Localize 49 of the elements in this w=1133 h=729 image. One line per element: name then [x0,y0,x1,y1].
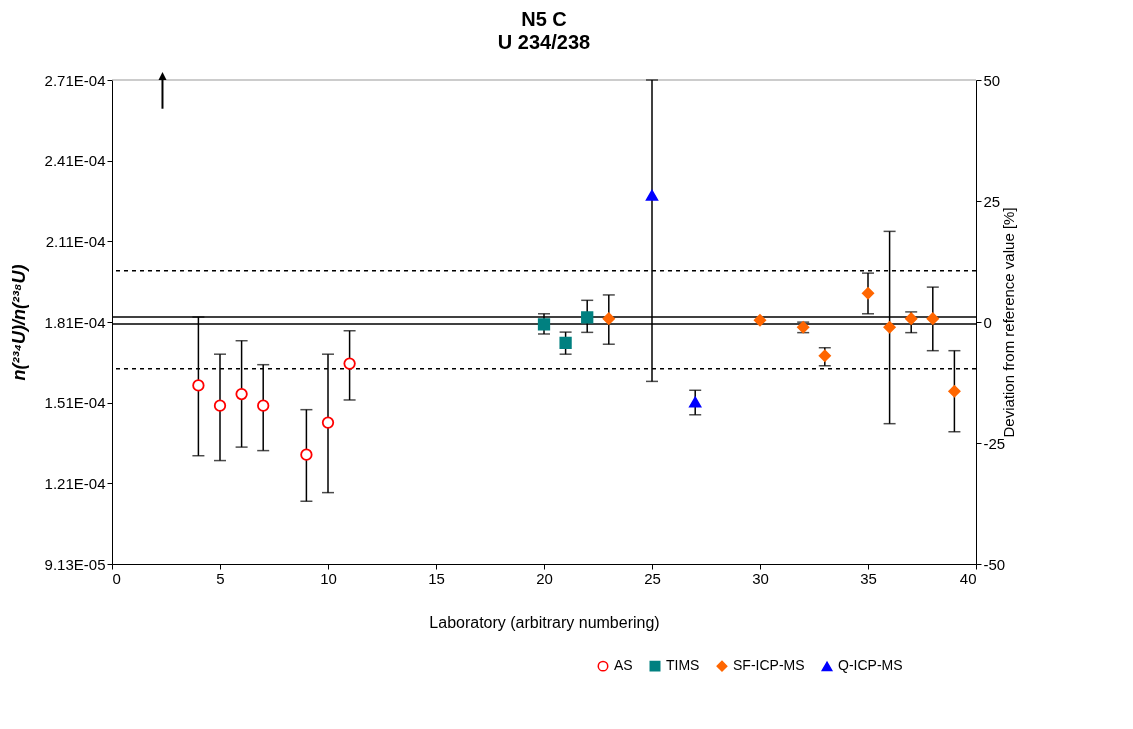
point [192,379,205,392]
point [235,387,248,401]
chart-subtitle: U 234/238 [497,31,591,53]
point [948,385,961,398]
y-tick-label: 9.13E-05 [44,555,106,573]
x-tick-label: 30 [752,569,769,587]
y2-tick-label: 50 [983,71,1001,89]
point [689,396,702,408]
x-tick-label: 15 [428,569,445,587]
point [926,312,939,325]
y2-axis-title: Deviation from reference value [%] [1000,207,1018,438]
x-tick-label: 40 [959,569,977,587]
point [213,399,227,412]
point [883,321,896,334]
y2-tick-label: -50 [983,555,1006,573]
legend-label: Q-ICP-MS [838,657,903,674]
y-axis-title: n(²³⁴U)/n(²³⁸U) [8,264,29,381]
point [537,318,551,331]
y-tick-label: 2.71E-04 [44,71,106,89]
y-tick-label: 1.51E-04 [44,394,106,412]
point [602,312,615,325]
point [905,312,918,325]
y-tick-label: 2.41E-04 [44,152,106,170]
x-tick-label: 5 [216,569,225,587]
point [343,357,356,370]
y2-tick-label: 25 [983,192,1001,210]
y-tick-label: 1.21E-04 [44,474,106,492]
x-axis-title: Laboratory (arbitrary numbering) [429,613,660,631]
legend-label: TIMS [666,657,700,674]
point [300,448,313,461]
x-tick-label: 25 [644,569,661,587]
point [861,287,875,300]
legend-label: SF-ICP-MS [733,657,805,674]
x-tick-label: 10 [320,569,337,587]
point [645,189,659,201]
point [818,349,831,362]
y-tick-label: 1.81E-04 [44,313,106,331]
point [753,314,767,327]
point [321,416,335,429]
point [559,336,572,350]
point [581,311,594,324]
x-tick-label: 0 [112,569,121,587]
y2-tick-label: 0 [983,313,992,331]
x-tick-label: 20 [536,569,553,587]
x-tick-label: 35 [860,569,877,587]
point [257,399,270,412]
chart-title: N5 C [521,8,567,30]
legend-label: AS [614,657,633,674]
y-tick-label: 2.11E-04 [45,232,106,250]
